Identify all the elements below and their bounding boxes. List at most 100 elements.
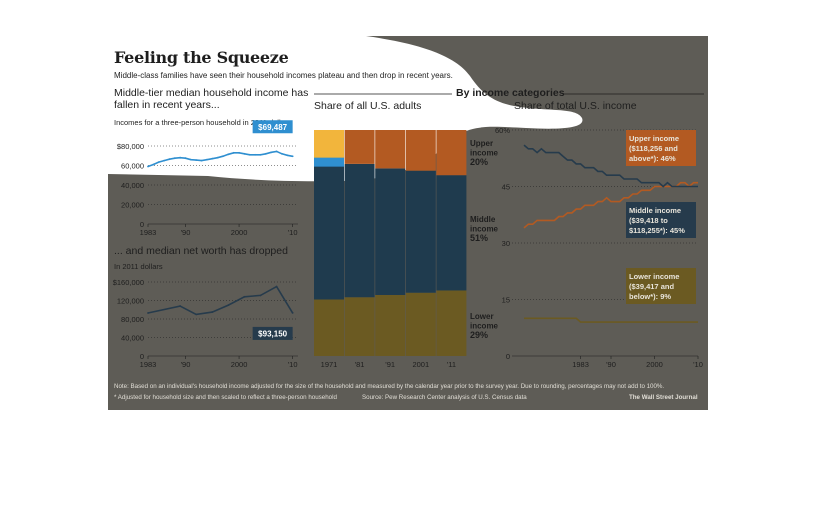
incshare-upper-legend-text: ($118,256 and — [629, 144, 678, 153]
incshare-ytick-label: 45 — [502, 183, 510, 192]
income-data-point — [200, 159, 203, 162]
adults-lower-label: income — [470, 322, 499, 331]
adults-bar-upper — [375, 130, 406, 169]
income-data-point — [147, 165, 149, 168]
income-data-point — [232, 151, 235, 154]
adults-bar-upper — [314, 130, 344, 162]
source-note: Source: Pew Research Center analysis of … — [362, 394, 527, 401]
networth-xtick-label: '10 — [288, 360, 298, 369]
incshare-middle-legend-text: Middle income — [629, 206, 681, 215]
networth-data-point — [179, 305, 182, 307]
adults-bar-highlight — [314, 157, 344, 167]
income-data-point — [281, 152, 283, 155]
networth-axis-unit: In 2011 dollars — [114, 262, 163, 271]
income-xtick-label: 2000 — [231, 228, 248, 237]
networth-ytick-label: 0 — [140, 352, 144, 361]
income-xtick-label: 1983 — [140, 228, 157, 237]
income-data-point — [264, 152, 267, 155]
networth-ytick-label: 40,000 — [121, 334, 144, 343]
incshare-xtick-label: '90 — [606, 360, 616, 369]
networth-data-point — [259, 294, 262, 297]
credit-line: The Wall Street Journal — [629, 394, 698, 401]
incshare-ytick-label: 30 — [502, 239, 510, 248]
networth-ytick-label: 120,000 — [117, 297, 144, 306]
networth-ytick-label: $160,000 — [113, 278, 144, 287]
income-data-point — [184, 157, 187, 160]
income-data-point — [238, 151, 240, 154]
adults-bar-lower — [405, 292, 436, 356]
adults-bar-upper — [405, 130, 436, 171]
income-data-point — [259, 153, 262, 156]
networth-xtick-label: '90 — [181, 360, 191, 369]
networth-callout-label: $93,150 — [258, 329, 287, 338]
networth-data-point — [291, 312, 294, 314]
graphic-subtitle: Middle-class families have seen their ho… — [114, 71, 453, 80]
income-data-point — [211, 157, 214, 160]
graphic-title: Feeling the Squeeze — [114, 48, 289, 67]
incshare-xtick-label: 2000 — [646, 360, 663, 369]
income-share-title: Share of total U.S. income — [514, 100, 637, 112]
income-series-line — [147, 150, 293, 168]
adults-upper-label: income — [470, 149, 499, 158]
income-data-point — [157, 161, 160, 163]
adults-xtick-label: '91 — [385, 360, 395, 369]
adults-bar-upper — [436, 130, 467, 176]
networth-data-point — [227, 304, 230, 307]
adults-lower-label: 29% — [470, 330, 488, 340]
adults-bar-lower — [314, 299, 344, 356]
networth-data-point — [147, 312, 149, 314]
adults-middle-label: 51% — [470, 233, 488, 243]
income-ytick-label: 60,000 — [121, 162, 144, 171]
incshare-lower-line — [524, 317, 698, 323]
income-ytick-label: 0 — [140, 220, 144, 229]
networth-ytick-label: 80,000 — [121, 315, 144, 324]
networth-xtick-label: 2000 — [231, 360, 248, 369]
income-callout-box — [252, 120, 293, 134]
income-data-point — [243, 152, 246, 155]
income-axis-unit: Incomes for a three-person household in … — [114, 118, 292, 127]
income-data-point — [270, 151, 273, 154]
adults-bar-middle — [344, 163, 375, 298]
adults-middle-label: income — [470, 225, 499, 234]
networth-data-point — [211, 311, 214, 313]
networth-data-point — [243, 295, 246, 298]
incshare-middle-legend-text: ($39,418 to — [629, 216, 668, 225]
adults-xtick-label: '81 — [355, 360, 365, 369]
incshare-middle-legend-box — [626, 202, 696, 238]
adults-lower-label: Lower — [470, 312, 494, 321]
infographic-panel: Feeling the Squeeze Middle-class familie… — [108, 36, 708, 410]
adults-bar-middle — [405, 170, 436, 293]
charts-layer: 0 20,000 40,000 60,000 $80,000 1983 '90 2000 '10… — [113, 93, 704, 369]
income-data-point — [195, 159, 198, 162]
income-ytick-label: 40,000 — [121, 181, 144, 190]
income-data-point — [275, 150, 278, 153]
income-categories-heading: By income categories — [456, 87, 565, 99]
incshare-lower-legend-text: ($39,417 and — [629, 282, 674, 291]
incshare-upper-legend-text: above*): 46% — [629, 154, 676, 163]
incshare-middle-line — [523, 144, 698, 188]
income-data-point — [179, 156, 182, 159]
adults-bar-middle — [436, 175, 467, 291]
income-data-point — [173, 157, 176, 160]
incshare-ytick-label: 0 — [506, 352, 510, 361]
networth-panel-title: ... and median net worth has dropped — [114, 245, 288, 257]
networth-data-point — [195, 313, 198, 316]
income-data-point — [206, 158, 208, 161]
income-xtick-label: '90 — [181, 228, 191, 237]
income-ytick-label: 20,000 — [121, 201, 144, 210]
income-xtick-label: '10 — [288, 228, 298, 237]
networth-callout-box — [252, 326, 293, 340]
income-data-point — [227, 153, 230, 156]
incshare-upper-legend-box — [626, 130, 696, 166]
income-data-point — [168, 158, 171, 161]
incshare-middle-legend-text: $118,255*): 45% — [629, 226, 685, 235]
adults-bar-middle — [314, 161, 344, 300]
incshare-xtick-label: '10 — [693, 360, 703, 369]
spotlight-highlight — [108, 36, 583, 182]
adults-upper-label: 20% — [470, 157, 488, 167]
adults-middle-label: Middle — [470, 215, 496, 224]
income-data-point — [152, 163, 155, 166]
income-ytick-label: $80,000 — [117, 142, 144, 151]
income-data-point — [222, 155, 224, 158]
networth-xtick-label: 1983 — [140, 360, 157, 369]
